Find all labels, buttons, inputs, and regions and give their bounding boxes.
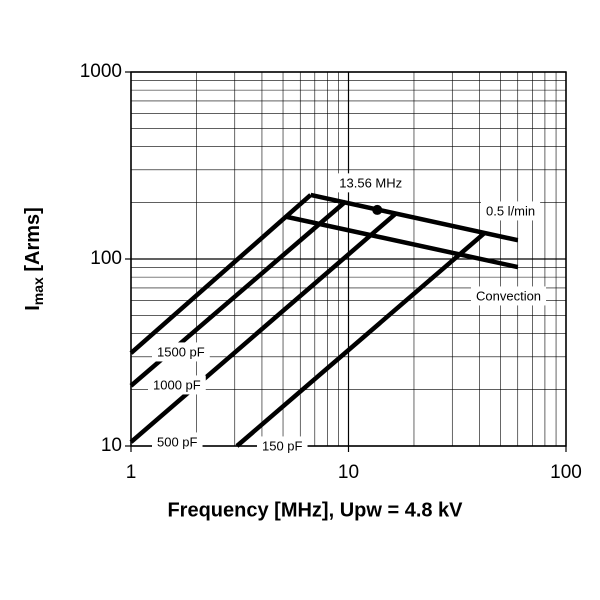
point-label-bg (335, 173, 407, 193)
y-tick-label: 10 (101, 435, 122, 456)
x-tick-label: 100 (550, 462, 582, 483)
x-tick-label: 10 (338, 462, 359, 483)
y-title-rest: [Arms] (22, 207, 44, 277)
series-line (235, 231, 486, 448)
series-label: 1000 pF (153, 377, 201, 392)
x-axis-title: Frequency [MHz], Upw = 4.8 kV (167, 499, 463, 521)
plot-frame (130, 71, 567, 447)
series-line (129, 211, 398, 444)
series-label: Convection (476, 288, 541, 303)
x-tick-label: 1 (126, 462, 137, 483)
series-label-bg (257, 436, 308, 456)
series-line (310, 192, 519, 243)
y-title-main: I (22, 305, 44, 311)
series-label-bg (152, 342, 210, 362)
y-axis-title: Imax [Arms] (22, 207, 45, 311)
series-line (129, 193, 313, 355)
series-label: 500 pF (157, 434, 198, 449)
y-title-sub: max (30, 277, 46, 305)
series-line (286, 214, 519, 270)
series-label-bg (152, 432, 203, 452)
series-label: 150 pF (262, 438, 303, 453)
series-label: 1500 pF (157, 344, 205, 359)
series-label-bg (148, 375, 206, 395)
series-label-bg (471, 286, 547, 306)
y-tick-label: 1000 (80, 61, 122, 82)
series-label: 0.5 l/min (486, 203, 535, 218)
point-label: 13.56 MHz (339, 175, 402, 190)
series-label-bg (481, 201, 541, 221)
point-marker (372, 204, 383, 215)
y-tick-label: 100 (90, 248, 122, 269)
